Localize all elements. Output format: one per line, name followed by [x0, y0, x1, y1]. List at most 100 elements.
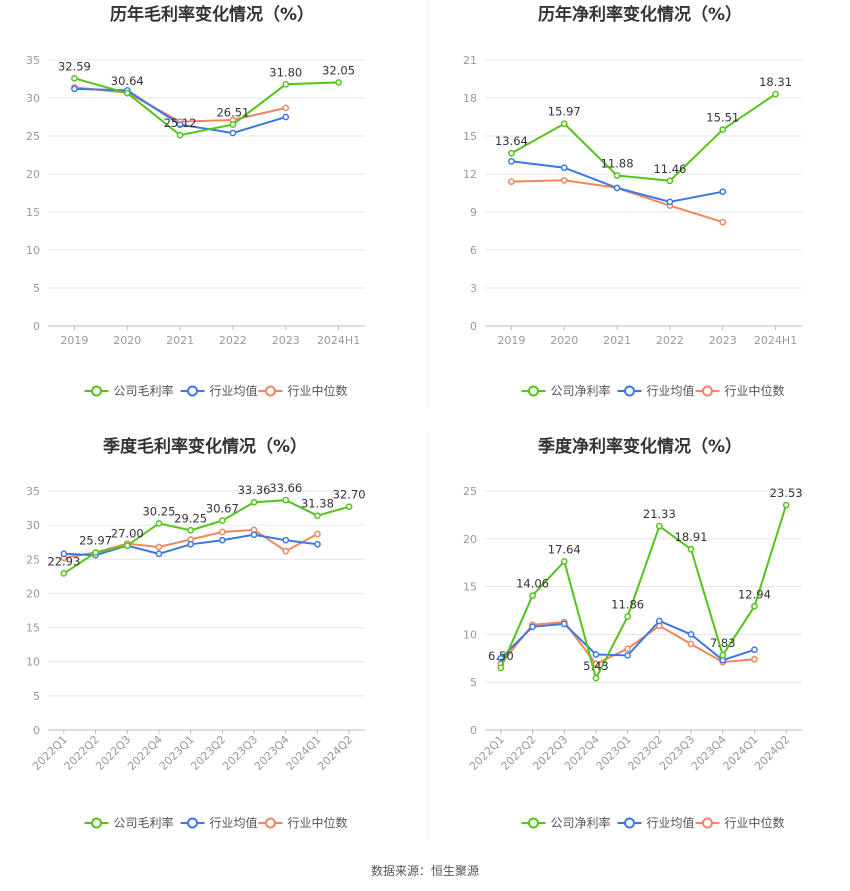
data-label: 32.59 — [58, 59, 91, 73]
data-point-company — [624, 613, 632, 620]
data-label: 6.50 — [488, 649, 514, 663]
legend-swatch-marker — [91, 817, 102, 829]
legend-item-company: 公司毛利率 — [84, 383, 174, 398]
x-tick-label: 2022 — [219, 334, 247, 347]
legend-item-median: 行业中位数 — [258, 383, 348, 398]
data-point-median — [560, 176, 568, 184]
legend-swatch-marker — [265, 385, 276, 397]
legend-item-median: 行业中位数 — [695, 815, 785, 830]
chart-title: 历年毛利率变化情况（%） — [110, 4, 314, 25]
data-label: 30.64 — [111, 74, 144, 88]
data-label: 15.51 — [706, 111, 739, 125]
data-point-company — [782, 501, 790, 509]
x-tick-label: 2022 — [656, 334, 684, 347]
series-line-company — [499, 504, 788, 681]
data-label: 5.43 — [583, 659, 609, 673]
legend-item-avg: 行业均值 — [617, 815, 695, 830]
data-point-company — [71, 74, 78, 82]
data-point-company — [60, 570, 68, 577]
data-point-avg — [687, 631, 695, 638]
data-label: 30.25 — [142, 504, 175, 518]
series-line-company — [74, 77, 339, 137]
legend-item-median: 行业中位数 — [258, 815, 348, 830]
data-label: 31.80 — [269, 65, 302, 79]
data-point-avg — [560, 164, 568, 172]
legend-label: 公司净利率 — [551, 815, 611, 830]
y-tick-label: 15 — [463, 130, 477, 143]
data-point-company — [123, 89, 131, 97]
chart-title: 季度毛利率变化情况（%） — [103, 436, 307, 457]
data-label: 18.31 — [759, 75, 792, 89]
legend-label: 行业中位数 — [288, 383, 348, 398]
data-label: 11.86 — [611, 598, 644, 612]
data-point-company — [282, 80, 290, 88]
data-label: 25.97 — [79, 534, 112, 548]
legend-swatch-marker — [187, 817, 198, 829]
x-tick-label: 2020 — [113, 334, 141, 347]
data-label: 27.00 — [111, 527, 144, 541]
data-point-avg — [60, 550, 68, 558]
legend-swatch-marker — [624, 817, 635, 829]
y-tick-label: 5 — [470, 676, 477, 689]
data-point-company — [282, 496, 290, 504]
y-tick-label: 12 — [463, 168, 477, 181]
series-line-company — [63, 499, 350, 575]
legend-swatch-marker — [624, 385, 635, 397]
data-point-avg — [497, 654, 505, 662]
data-point-avg — [624, 652, 632, 659]
y-tick-label: 5 — [33, 690, 40, 703]
data-point-avg — [666, 198, 674, 206]
data-point-company — [187, 526, 194, 534]
legend-swatch-marker — [702, 385, 713, 397]
legend-item-company: 公司净利率 — [521, 815, 611, 830]
y-tick-label: 10 — [26, 656, 40, 669]
data-label: 25.12 — [164, 116, 197, 130]
y-tick-label: 30 — [26, 92, 40, 105]
data-label: 15.97 — [548, 105, 581, 119]
legend-swatch-marker — [702, 817, 713, 829]
chart-title: 季度净利率变化情况（%） — [538, 436, 742, 457]
x-tick-label: 2023 — [272, 334, 300, 347]
data-point-company — [751, 602, 758, 610]
data-point-company — [508, 149, 515, 157]
x-tick-label: 2021 — [166, 334, 194, 347]
legend-swatch-marker — [187, 385, 198, 397]
data-label: 11.46 — [653, 162, 686, 176]
data-label: 23.53 — [770, 486, 803, 500]
y-tick-label: 21 — [463, 54, 477, 67]
data-label: 17.64 — [548, 542, 581, 556]
data-point-company — [345, 503, 353, 511]
data-point-company — [719, 651, 727, 659]
data-point-median — [719, 218, 727, 226]
data-point-median — [508, 178, 515, 185]
data-point-median — [687, 640, 695, 648]
chart-panel-2: 历年净利率变化情况（%） 0 3 6 9 12 15 18 21 2019 2020 2021 2022… — [463, 4, 802, 398]
data-point-avg — [560, 620, 568, 628]
x-tick-label: 2024Q2 — [315, 733, 355, 773]
data-label: 7.83 — [710, 636, 736, 650]
legend-swatch-marker — [528, 817, 539, 829]
data-label: 33.36 — [238, 483, 271, 497]
data-label: 30.67 — [206, 502, 239, 516]
legend-label: 行业均值 — [210, 383, 258, 398]
x-tick-label: 2024H1 — [317, 334, 360, 347]
legend-label: 行业中位数 — [288, 815, 348, 830]
data-point-company — [92, 549, 99, 557]
legend-swatch-marker — [91, 385, 102, 397]
data-point-company — [335, 79, 342, 86]
data-point-avg — [187, 540, 194, 548]
legend-label: 公司净利率 — [551, 383, 611, 398]
data-point-avg — [656, 617, 663, 625]
data-label: 13.64 — [495, 134, 528, 148]
y-tick-label: 6 — [470, 244, 477, 257]
y-tick-label: 35 — [26, 485, 40, 498]
series-line-company — [510, 93, 777, 182]
data-label: 31.38 — [301, 497, 334, 511]
data-point-avg — [751, 646, 758, 654]
data-point-median — [314, 530, 321, 538]
y-tick-label: 35 — [26, 54, 40, 67]
x-tick-label: 2024H1 — [754, 334, 797, 347]
x-tick-label: 2023 — [709, 334, 737, 347]
data-label: 26.51 — [216, 106, 249, 120]
y-tick-label: 15 — [26, 206, 40, 219]
